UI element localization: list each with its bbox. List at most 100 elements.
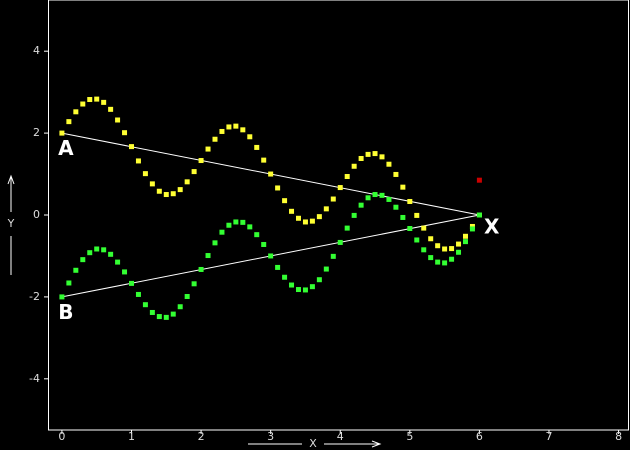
point [295,287,301,293]
point [66,119,72,125]
point [247,224,253,230]
point [323,266,329,272]
point [261,157,267,163]
point [400,214,406,220]
point [191,281,197,287]
x-tick-label: 6 [476,430,483,443]
point [337,239,343,245]
point [302,287,308,293]
point [170,311,176,317]
point [330,196,336,202]
x-arrow-head [371,440,382,448]
point [358,155,364,161]
point [351,212,357,218]
point [442,260,448,266]
point [428,255,434,261]
point [233,123,239,129]
point [462,239,468,245]
point [365,151,371,157]
point [212,240,218,246]
point [73,267,79,273]
point [177,187,183,193]
point [115,117,121,123]
point [469,226,475,232]
point [449,256,455,262]
point [261,241,267,247]
y-tick-label: -4 [29,372,40,385]
point [407,198,413,204]
point [386,196,392,202]
point [435,259,441,265]
point [316,214,322,220]
point [115,259,121,265]
annotation: A [58,136,74,160]
point [379,192,385,198]
point [59,294,65,300]
point [323,206,329,212]
point [59,130,65,136]
point [80,101,86,107]
point [128,280,134,286]
point [295,215,301,221]
point [289,282,295,288]
x-tick-label: 3 [267,430,274,443]
point [309,218,315,224]
point [476,212,482,218]
point [156,314,162,320]
point [476,177,482,183]
point [142,171,148,177]
point [177,304,183,310]
point [184,293,190,299]
x-tick-label: 4 [337,430,344,443]
x-tick-label: 2 [198,430,205,443]
point [247,134,253,140]
point [240,127,246,133]
point [135,291,141,297]
point [400,184,406,190]
point [80,257,86,263]
point [282,274,288,280]
annotation: B [58,300,73,324]
point [456,241,462,247]
point [351,163,357,169]
point [268,253,274,259]
x-axis-label: X [309,437,317,450]
point [184,179,190,185]
point [156,188,162,194]
y-tick-label: -2 [29,290,40,303]
point [268,171,274,177]
point [128,144,134,150]
point [66,280,72,286]
point [226,124,232,130]
point [254,232,260,238]
point [205,253,211,259]
y-tick-label: 4 [33,44,40,57]
point [254,144,260,150]
x-tick-label: 8 [615,430,622,443]
point [205,146,211,152]
point [337,185,343,191]
annotation: X [484,215,500,239]
point [282,198,288,204]
point [372,151,378,157]
point [149,309,155,315]
point [101,247,107,253]
point [414,237,420,243]
point [289,208,295,214]
point [456,249,462,255]
point [108,106,114,112]
point [163,314,169,320]
point [191,169,197,175]
point [275,264,281,270]
point [226,222,232,228]
point [428,236,434,242]
point [94,246,100,252]
point [386,161,392,167]
x-tick-label: 7 [545,430,552,443]
point [372,192,378,198]
point [94,96,100,102]
point [435,243,441,249]
point [344,174,350,180]
x-tick-label: 1 [128,430,135,443]
